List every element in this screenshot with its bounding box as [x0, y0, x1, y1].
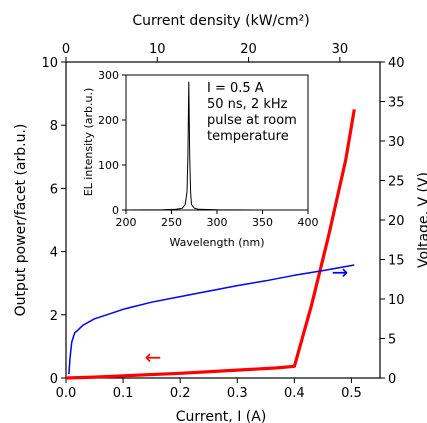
power-series-line	[65, 109, 356, 380]
inset-x-tick-label: 250	[161, 216, 182, 229]
y2-tick-label: 15	[388, 254, 405, 269]
inset-x-tick-label: 350	[252, 216, 273, 229]
y-tick-label: 4	[50, 246, 58, 261]
main-y-label: Output power/facet (arb.u.)	[13, 124, 29, 317]
y2-tick-label: 35	[388, 96, 405, 111]
inset-x-tick-label: 300	[207, 216, 228, 229]
y-tick-label: 0	[50, 372, 58, 387]
inset-annotation-line-1: I = 0.5 A	[207, 81, 264, 96]
y2-tick-label: 25	[388, 175, 405, 190]
y-tick-label: 10	[41, 56, 58, 71]
left-axis-arrow: ←	[145, 345, 162, 369]
y2-tick-label: 10	[388, 293, 405, 308]
y2-tick-label: 5	[388, 333, 396, 348]
inset-annotation-line-2: 50 ns, 2 kHz	[207, 97, 288, 112]
main-tick-group: 0.0 0.1 0.2 0.3 0.4 0.50246810051015202530354…	[41, 42, 404, 401]
x-tick-label: 0.1	[113, 386, 134, 401]
x-tick-label: 0.2	[170, 386, 191, 401]
top-tick-label: 10	[149, 42, 166, 57]
y-tick-label: 6	[50, 182, 58, 197]
voltage-series-line	[68, 264, 355, 375]
y2-tick-label: 20	[388, 214, 405, 229]
right-axis-arrow: →	[332, 260, 349, 284]
inset-plot-frame	[125, 74, 309, 211]
inset-spectrum-line	[125, 81, 308, 211]
main-y2-label: Voltage, V (V)	[416, 172, 427, 268]
inset-y-tick-label: 300	[98, 69, 119, 82]
top-tick-label: 20	[240, 42, 257, 57]
y2-tick-label: 40	[388, 56, 405, 71]
inset-tick-group: 200 250 300 350 400 0 100 200 300	[98, 69, 319, 229]
x-tick-label: 0.3	[227, 386, 248, 401]
inset-x-label: Wavelength (nm)	[169, 236, 264, 249]
top-tick-label: 30	[332, 42, 349, 57]
inset-y-tick-label: 200	[98, 114, 119, 127]
main-x-label: Current, I (A)	[176, 409, 267, 423]
x-tick-label: 0.5	[341, 386, 362, 401]
main-series-group	[65, 109, 356, 380]
inset-series-group	[125, 81, 308, 211]
x-tick-label: 0.0	[56, 386, 77, 401]
inset-annotation-line-3: pulse at room	[207, 113, 297, 128]
inset-y-label: EL intensity (arb.u.)	[82, 88, 95, 197]
y-tick-label: 8	[50, 119, 58, 134]
top-tick-label: 0	[62, 42, 70, 57]
x-tick-label: 0.4	[284, 386, 305, 401]
inset-annotation: I = 0.5 A 50 ns, 2 kHz pulse at room tem…	[207, 81, 297, 144]
top-x-label: Current density (kW/cm²)	[132, 13, 309, 29]
inset-y-tick-label: 0	[112, 204, 119, 217]
y2-tick-label: 0	[388, 372, 396, 387]
inset-annotation-line-4: temperature	[207, 129, 289, 144]
inset-x-tick-label: 200	[116, 216, 137, 229]
inset-y-tick-label: 100	[98, 159, 119, 172]
y2-tick-label: 30	[388, 135, 405, 150]
inset-x-tick-label: 400	[298, 216, 319, 229]
y-tick-label: 2	[50, 309, 58, 324]
